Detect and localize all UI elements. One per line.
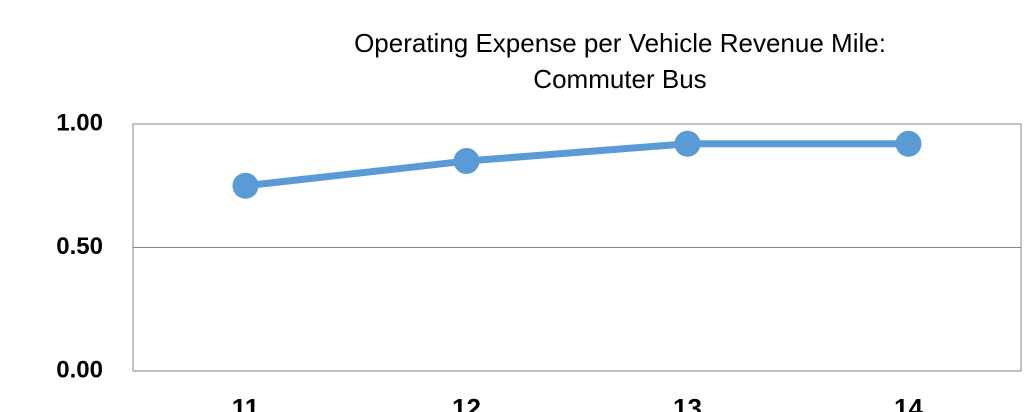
- data-point: [453, 148, 480, 175]
- x-tick-label: 14: [894, 393, 923, 412]
- y-tick-label: 0.50: [56, 233, 103, 260]
- chart-title: Operating Expense per Vehicle Revenue Mi…: [354, 28, 886, 58]
- data-point: [895, 130, 922, 157]
- x-tick-label: 11: [232, 393, 260, 412]
- x-tick-label: 12: [452, 393, 481, 412]
- data-point: [674, 130, 701, 157]
- x-tick-label: 13: [673, 393, 702, 412]
- chart-title: Commuter Bus: [533, 64, 706, 94]
- y-tick-label: 1.00: [56, 109, 103, 136]
- y-tick-label: 0.00: [56, 356, 103, 383]
- data-line: [245, 140, 909, 190]
- data-point: [232, 172, 259, 199]
